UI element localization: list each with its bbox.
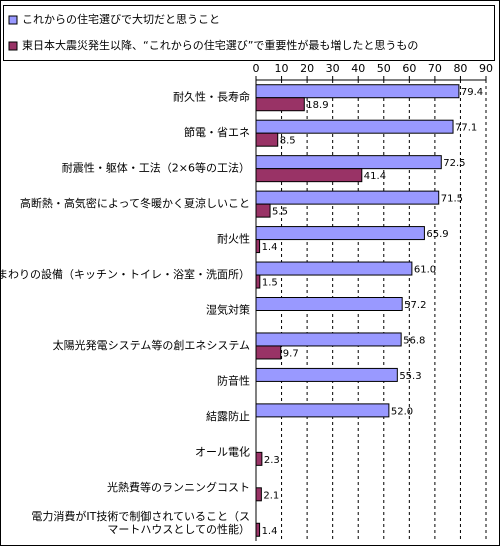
y-tick-label: 耐震性・躯体・工法（2×6等の工法）: [62, 161, 250, 175]
value-label: 57.2: [404, 300, 426, 311]
x-tick-label: 30: [326, 62, 340, 75]
value-label: 65.9: [426, 229, 448, 240]
value-label: 72.5: [443, 158, 465, 169]
value-label: 55.3: [399, 371, 421, 382]
legend-label: これからの住宅選びで大切だと思うこと: [22, 12, 220, 26]
bar: [255, 345, 282, 360]
value-label: 61.0: [414, 265, 436, 276]
bar: [255, 97, 305, 112]
y-tick-label: 光熱費等のランニングコスト: [107, 480, 250, 494]
x-tick-label: 0: [253, 62, 260, 75]
y-tick-label: 耐火性: [217, 232, 250, 246]
y-tick-label: 耐久性・長寿命: [173, 90, 250, 104]
value-label: 5.5: [272, 207, 288, 218]
y-tick-label: 太陽光発電システム等の創エネシステム: [53, 338, 250, 352]
y-tick-label: 水まわりの設備（キッチン・トイレ・浴室・洗面所）: [0, 267, 250, 281]
bar: [255, 332, 402, 347]
y-tick-label: 高断熱・高気密によって冬暖かく夏涼しいこと: [20, 196, 250, 210]
x-tick-label: 10: [275, 62, 289, 75]
value-label: 79.4: [461, 87, 483, 98]
bar: [255, 168, 363, 183]
bar: [255, 239, 261, 254]
value-label: 2.3: [264, 455, 280, 466]
value-label: 1.4: [262, 242, 278, 253]
value-label: 71.5: [441, 194, 463, 205]
bar: [255, 451, 263, 466]
value-label: 41.4: [364, 171, 386, 182]
bar: [255, 261, 413, 276]
value-label: 9.7: [283, 348, 299, 359]
x-tick-label: 90: [479, 62, 493, 75]
legend-label: 東日本大震災発生以降、“これからの住宅選び”で重要性が最も増したと思うもの: [22, 38, 418, 52]
value-label: 1.5: [262, 278, 278, 289]
legend-swatch: [8, 15, 18, 25]
x-tick-label: 40: [351, 62, 365, 75]
bar: [255, 274, 261, 289]
x-tick-label: 50: [377, 62, 391, 75]
y-tick-label: 湿気対策: [206, 303, 250, 317]
x-tick-label: 80: [453, 62, 467, 75]
bar: [255, 190, 440, 205]
legend-box: [3, 5, 495, 61]
bar: [255, 203, 271, 218]
x-tick-label: 20: [300, 62, 314, 75]
legend-swatch: [8, 41, 18, 51]
bar: [255, 132, 279, 147]
bar: [255, 155, 442, 170]
bar: [255, 226, 425, 241]
bar: [255, 367, 398, 382]
y-tick-label: 節電・省エネ: [184, 125, 250, 139]
x-tick-label: 70: [428, 62, 442, 75]
value-label: 8.5: [280, 136, 296, 147]
bar: [255, 522, 261, 537]
y-tick-label: 結露防止: [206, 409, 250, 423]
bar: [255, 84, 460, 99]
bar: [255, 403, 390, 418]
y-tick-label: 電力消費がIT技術で制御されていること（スマートハウスとしての性能）: [31, 509, 250, 536]
bar: [255, 487, 262, 502]
y-tick-label: 防音性: [217, 373, 250, 387]
value-label: 56.8: [403, 335, 425, 346]
bar: [255, 297, 403, 311]
bar: [255, 119, 454, 134]
y-tick-label: オール電化: [195, 444, 250, 458]
value-label: 1.4: [262, 526, 278, 537]
value-label: 2.1: [263, 490, 279, 501]
value-label: 18.9: [306, 100, 328, 111]
value-label: 52.0: [391, 406, 413, 417]
value-label: 77.1: [455, 123, 477, 134]
x-tick-label: 60: [402, 62, 416, 75]
